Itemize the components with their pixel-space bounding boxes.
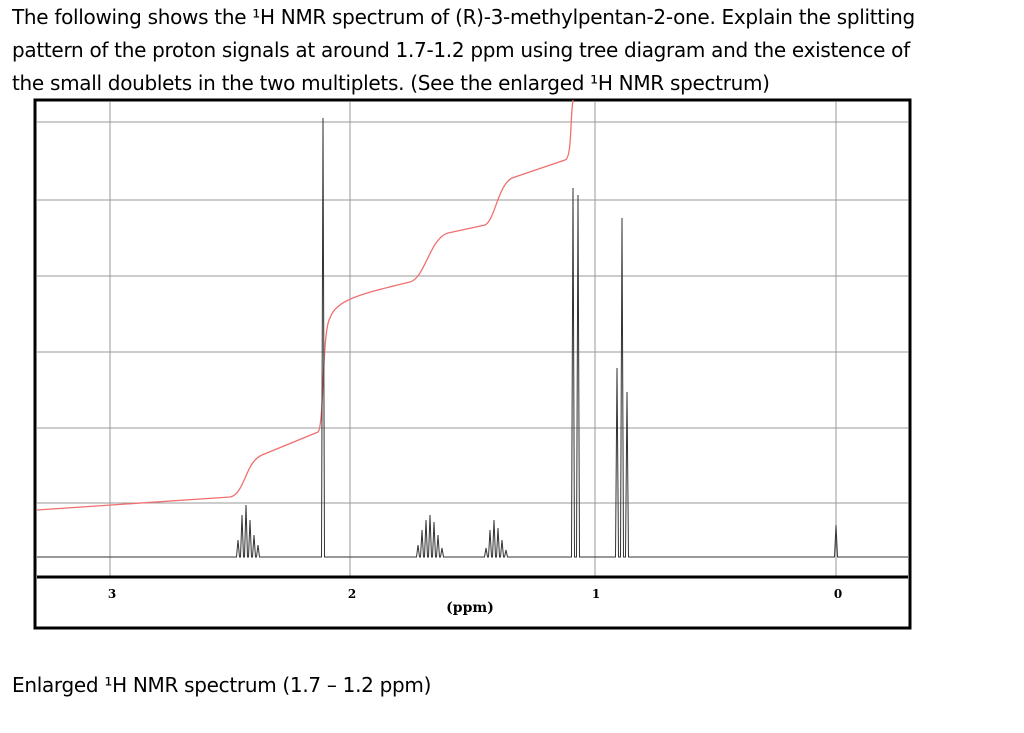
axis-label: 0 (834, 587, 842, 601)
axis-label: 3 (108, 587, 116, 601)
integration-curve (36, 99, 574, 511)
axis-label: 2 (348, 587, 356, 601)
spectrum (37, 117, 908, 558)
caption: Enlarged ¹H NMR spectrum (1.7 – 1.2 ppm) (12, 673, 432, 697)
axis-label: 1 (592, 587, 600, 601)
frame (33, 98, 912, 630)
question-line: the small doublets in the two multiplets… (12, 71, 770, 95)
axis-title: (ppm) (446, 600, 494, 616)
question-line: pattern of the proton signals at around … (12, 38, 910, 62)
grid (37, 102, 908, 577)
question-line: The following shows the ¹H NMR spectrum … (12, 5, 915, 29)
